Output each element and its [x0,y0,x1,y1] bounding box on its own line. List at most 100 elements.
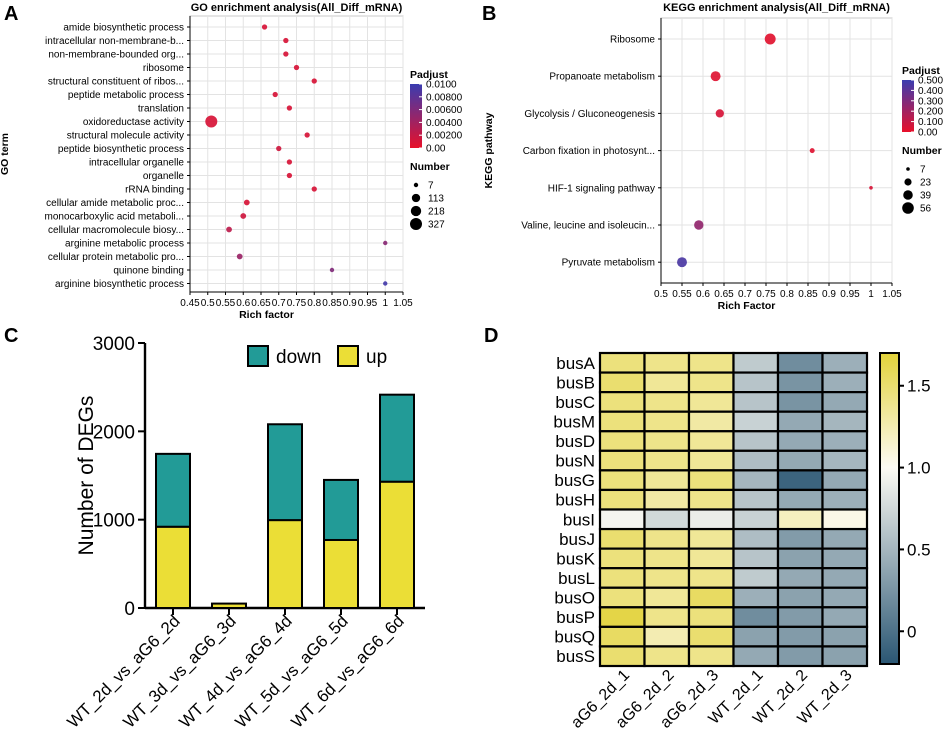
heatmap-cell [821,391,869,413]
data-point [236,253,243,260]
heatmap-cell [821,645,869,668]
heatmap-cell [776,430,824,452]
colorbar-label: 0.5 [907,540,931,559]
heatmap-cell [687,606,735,628]
y-axis-title: KEGG pathway [483,112,495,188]
heatmap-cell [776,371,824,394]
heatmap-cell [732,430,780,452]
data-point [286,105,293,111]
size-legend-dot [904,178,912,186]
category-label: structural molecule activity [67,131,184,142]
category-label: translation [138,104,184,115]
x-tick-label: 0.95 [358,298,378,309]
heatmap-cell [643,430,691,452]
color-bar-label: 0.00200 [426,131,463,142]
heatmap-cell [687,547,735,570]
heatmap-cell [643,606,691,628]
data-point [283,37,289,44]
heatmap-cell [643,586,691,609]
data-point [715,109,724,118]
color-bar-label: 0.200 [918,107,943,118]
x-tick-label: 0.65 [251,298,271,309]
panel-label-c: C [4,325,18,347]
x-tick-label: 0.5 [201,298,215,309]
heatmap-cell [687,430,735,452]
heatmap-cell [821,430,869,452]
heatmap-cell [821,449,869,472]
chart-title: GO enrichment analysis(All_Diff_mRNA) [191,2,403,14]
category-label: organelle [143,171,185,182]
color-bar-label: 0.00600 [426,105,463,116]
colorbar-label: 1.5 [907,377,931,396]
category-label: intracellular non-membrane-b... [45,36,184,47]
row-label: busH [555,491,595,510]
heatmap-cell [776,488,824,511]
bar-up [379,480,415,609]
y-axis-title: GO term [0,133,11,175]
legend-swatch-up [337,345,359,367]
heatmap-cell [776,410,824,433]
row-label: busL [558,569,595,588]
x-axis-title: Rich Factor [718,300,776,312]
heatmap-cell [821,469,869,492]
bar-up [323,538,359,610]
row-label: busC [555,393,595,412]
color-bar [410,84,422,148]
heatmap-cell [821,371,869,394]
size-legend-dot [410,218,422,230]
category-label: cellular protein metabolic pro... [48,252,184,263]
heatmap-cell [687,351,735,374]
heatmap-cell [776,606,824,628]
x-tick-label: 0.75 [287,298,307,309]
heatmap-cell [732,547,780,570]
heatmap-cell [598,625,646,648]
color-bar-label: 0.500 [918,76,943,87]
heatmap-cell [598,430,646,452]
row-label: busG [554,471,595,490]
panel-label-d: D [484,325,498,347]
y-tick-label: 1000 [93,511,135,532]
heatmap-cell [776,547,824,570]
heatmap-cell [687,371,735,394]
category-label: monocarboxylic acid metaboli... [44,212,184,223]
heatmap-cell [687,527,735,550]
heatmap-cell [598,645,646,668]
heatmap-cell [598,547,646,570]
heatmap-cell [821,488,869,511]
heatmap-cell [776,567,824,589]
bar-down [155,452,191,528]
row-label: busP [556,608,595,627]
x-tick-label: 0.55 [672,289,692,300]
color-bar-label: 0.400 [918,86,943,97]
color-bar-label: 0.00 [918,128,938,139]
x-tick-label: 0.7 [272,298,286,309]
heatmap-cell [732,391,780,413]
category-label: structural constituent of ribos... [48,77,184,88]
data-point [311,186,317,192]
color-legend-title: Padjust [902,65,940,77]
heatmap-cell [598,371,646,394]
bar-down [379,393,415,483]
heatmap-cell [776,351,824,374]
heatmap-cell [732,625,780,648]
heatmap-cell [732,410,780,433]
colorbar-label: 0 [907,622,916,641]
heatmap-cell [732,371,780,394]
x-tick-label: 1 [868,289,874,300]
data-point [694,220,704,230]
category-label: Glycolysis / Gluconeogenesis [524,109,655,120]
heatmap-cell [598,391,646,413]
heatmap-cell [598,606,646,628]
heatmap-cell [687,410,735,433]
heatmap-cell [643,371,691,394]
data-point [311,78,317,84]
heatmap-cell [821,606,869,628]
heatmap-cell [687,645,735,668]
heatmap-cell [732,488,780,511]
size-legend-title: Number [410,161,450,173]
x-tick-label: 1 [382,298,388,309]
x-tick-label: 1.05 [882,289,902,300]
heatmap-cell [598,527,646,550]
size-legend-label: 39 [920,191,932,202]
